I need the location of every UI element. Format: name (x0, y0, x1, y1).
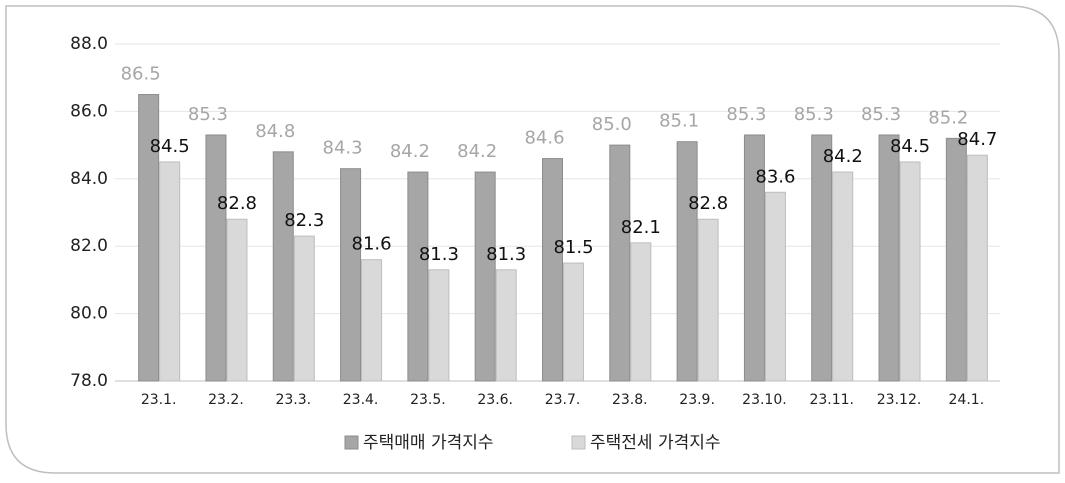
value-label: 85.2 (928, 107, 968, 128)
bar (495, 269, 517, 382)
bar (542, 158, 563, 382)
value-label: 84.2 (457, 141, 497, 162)
bar (764, 191, 786, 382)
bar (563, 262, 584, 382)
y-tick-label: 88.0 (70, 34, 108, 54)
bar (878, 134, 900, 382)
bar (676, 141, 698, 382)
value-label: 84.5 (150, 136, 190, 157)
x-tick-label: 23.12. (877, 392, 922, 408)
value-label: 84.6 (524, 128, 564, 149)
x-tick-label: 23.10. (742, 392, 787, 408)
x-tick-label: 23.5. (410, 392, 446, 408)
bar (138, 94, 160, 382)
y-tick-label: 78.0 (70, 371, 108, 391)
bar (428, 269, 450, 382)
bar (293, 235, 315, 382)
value-label: 84.3 (323, 138, 363, 159)
value-label: 85.1 (659, 111, 699, 132)
y-tick-label: 86.0 (70, 101, 108, 121)
bar (630, 242, 652, 382)
value-label: 81.6 (352, 234, 392, 255)
value-label: 82.1 (621, 217, 661, 238)
bar (811, 134, 833, 382)
bar (340, 168, 362, 382)
x-tick-label: 23.11. (809, 392, 854, 408)
y-tick-label: 82.0 (70, 236, 108, 256)
bar (226, 218, 248, 382)
legend-swatch (344, 435, 359, 450)
bar (159, 161, 181, 382)
bar (407, 171, 429, 382)
value-label: 85.3 (794, 104, 834, 125)
value-label: 82.8 (688, 193, 728, 214)
y-tick-label: 80.0 (70, 304, 108, 324)
x-tick-label: 23.7. (545, 392, 581, 408)
y-tick-label: 84.0 (70, 169, 108, 189)
legend-swatch (571, 435, 586, 450)
value-label: 81.3 (419, 244, 459, 265)
x-tick-label: 23.8. (612, 392, 648, 408)
x-tick-label: 23.9. (679, 392, 715, 408)
value-label: 84.2 (823, 146, 863, 167)
x-tick-label: 23.2. (208, 392, 244, 408)
value-label: 85.0 (592, 114, 632, 135)
value-label: 85.3 (188, 104, 228, 125)
bar (832, 171, 854, 382)
value-label: 84.7 (957, 129, 997, 150)
bar (945, 137, 967, 382)
x-tick-label: 23.4. (343, 392, 379, 408)
bar (697, 218, 719, 382)
value-label: 82.3 (284, 210, 324, 231)
x-tick-label: 24.1. (949, 392, 985, 408)
bar (899, 161, 921, 382)
value-label: 85.3 (726, 104, 766, 125)
bar (966, 154, 988, 382)
value-label: 83.6 (755, 166, 795, 187)
value-label: 81.5 (553, 237, 593, 258)
value-label: 84.5 (890, 136, 930, 157)
value-label: 85.3 (861, 104, 901, 125)
value-label: 81.3 (486, 244, 526, 265)
x-tick-label: 23.6. (477, 392, 513, 408)
value-label: 84.8 (255, 121, 295, 142)
legend-label: 주택매매 가격지수 (363, 433, 494, 453)
bar (609, 144, 631, 382)
x-tick-label: 23.1. (141, 392, 177, 408)
legend-label: 주택전세 가격지수 (590, 433, 721, 453)
bar (474, 171, 496, 382)
value-label: 86.5 (121, 64, 161, 85)
bar (205, 134, 227, 382)
frame (5, 5, 1060, 474)
bar (361, 259, 383, 382)
bar (272, 151, 294, 382)
x-tick-label: 23.3. (275, 392, 311, 408)
value-label: 82.8 (217, 193, 257, 214)
value-label: 84.2 (390, 141, 430, 162)
bar (743, 134, 765, 382)
